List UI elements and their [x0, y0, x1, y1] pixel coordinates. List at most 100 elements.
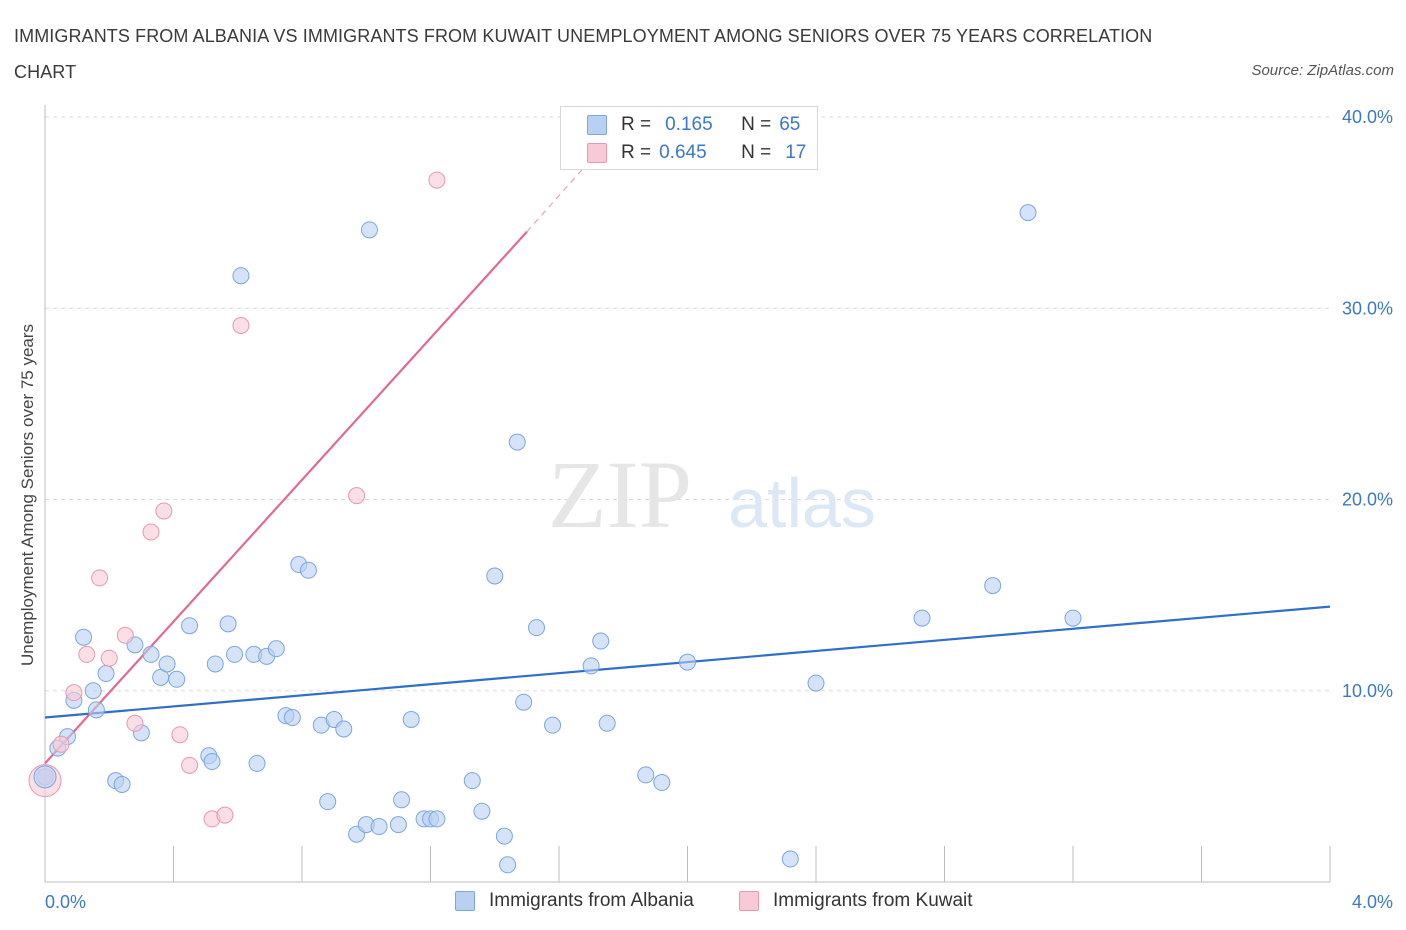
series-legend: Immigrants from Albania Immigrants from …	[0, 890, 1406, 914]
albania-point	[232, 267, 250, 285]
albania-point	[582, 657, 600, 675]
albania-point	[97, 665, 115, 683]
albania-point	[679, 653, 696, 671]
kuwait-point	[78, 645, 96, 663]
watermark-zip: ZIP	[548, 441, 692, 548]
kuwait-point	[142, 523, 160, 541]
kuwait-r-value: 0.645	[659, 142, 707, 163]
albania-point	[598, 714, 616, 732]
albania-point	[528, 619, 546, 637]
albania-point	[984, 577, 1002, 595]
y-tick-label: 10.0%	[1342, 681, 1393, 701]
albania-point	[428, 810, 446, 828]
legend-n-label: N =	[741, 142, 772, 163]
kuwait-point	[65, 684, 83, 702]
kuwait-swatch	[587, 143, 607, 163]
albania-r-value: 0.165	[665, 114, 713, 135]
legend-r-label: R =	[621, 142, 652, 163]
albania-point	[637, 766, 655, 784]
albania-point	[807, 674, 825, 692]
kuwait-point	[216, 806, 234, 824]
albania-point	[87, 701, 105, 719]
grid-lines	[45, 116, 1330, 692]
albania-point	[913, 609, 931, 627]
legend-item-albania[interactable]: Immigrants from Albania	[455, 890, 694, 912]
albania-point	[335, 720, 353, 738]
albania-point	[181, 617, 199, 635]
kuwait-point	[52, 735, 70, 753]
albania-point	[206, 655, 224, 673]
data-points	[28, 171, 1082, 874]
albania-point	[319, 793, 337, 811]
albania-point	[544, 716, 562, 734]
kuwait-point	[155, 502, 173, 520]
albania-point	[113, 775, 131, 793]
x-tick-label: 0.0%	[45, 892, 86, 912]
kuwait-point	[428, 171, 446, 189]
albania-point	[393, 791, 411, 809]
kuwait-point	[181, 756, 199, 774]
axes	[44, 105, 1331, 883]
kuwait-legend-label: Immigrants from Kuwait	[773, 890, 973, 911]
y-tick-label: 30.0%	[1342, 298, 1393, 318]
albania-point	[75, 628, 93, 646]
albania-point	[781, 850, 799, 868]
chart-title: IMMIGRANTS FROM ALBANIA VS IMMIGRANTS FR…	[14, 26, 1153, 82]
y-tick-label: 20.0%	[1342, 490, 1393, 510]
albania-legend-label: Immigrants from Albania	[489, 890, 694, 911]
albania-point	[203, 753, 221, 771]
albania-point	[495, 827, 513, 845]
kuwait-point	[232, 316, 250, 334]
stats-legend: R = 0.165 N = 65 R = 0.645 N = 17	[560, 106, 818, 170]
albania-n-value: 65	[779, 114, 801, 135]
albania-point	[402, 710, 420, 728]
albania-point	[84, 682, 102, 700]
albania-point	[508, 433, 526, 451]
tick-labels: 10.0% 20.0% 30.0% 40.0% 0.0% 4.0%	[45, 107, 1393, 912]
legend-row-albania: R = 0.165 N = 65	[587, 113, 800, 137]
albania-point	[486, 567, 504, 585]
albania-point	[142, 645, 160, 663]
albania-point	[360, 221, 378, 239]
albania-point	[463, 772, 481, 790]
kuwait-point	[348, 487, 366, 505]
albania-point	[592, 632, 610, 650]
kuwait-point	[171, 726, 189, 744]
albania-point	[219, 615, 237, 633]
source-note: Source: ZipAtlas.com	[1251, 62, 1394, 79]
albania-swatch	[587, 115, 607, 135]
kuwait-n-value: 17	[785, 142, 807, 163]
albania-point	[389, 816, 407, 834]
albania-point	[226, 645, 244, 663]
kuwait-trend-line	[44, 231, 528, 765]
albania-point	[1019, 204, 1037, 222]
albania-point	[653, 774, 671, 792]
albania-point	[499, 856, 517, 874]
legend-item-kuwait[interactable]: Immigrants from Kuwait	[739, 890, 973, 912]
albania-point	[1064, 609, 1082, 627]
watermark-atlas: atlas	[728, 464, 876, 542]
albania-legend-swatch	[455, 891, 475, 911]
albania-point	[299, 561, 317, 579]
albania-point	[473, 802, 491, 820]
albania-point	[370, 818, 388, 836]
kuwait-point	[91, 569, 109, 587]
albania-point	[33, 765, 57, 789]
kuwait-point	[100, 649, 118, 667]
kuwait-trend-extension	[526, 166, 586, 233]
legend-r-label: R =	[621, 114, 652, 135]
albania-point	[158, 655, 176, 673]
kuwait-point	[126, 714, 144, 732]
albania-point	[515, 693, 533, 711]
albania-point	[248, 754, 266, 772]
legend-row-kuwait: R = 0.645 N = 17	[587, 141, 806, 165]
x-tick-label: 4.0%	[1352, 892, 1393, 912]
y-tick-label: 40.0%	[1342, 107, 1393, 127]
albania-point	[283, 709, 301, 727]
legend-n-label: N =	[741, 114, 772, 135]
kuwait-point	[116, 626, 134, 644]
albania-point	[267, 640, 285, 658]
albania-point	[168, 670, 186, 688]
kuwait-legend-swatch	[739, 891, 759, 911]
